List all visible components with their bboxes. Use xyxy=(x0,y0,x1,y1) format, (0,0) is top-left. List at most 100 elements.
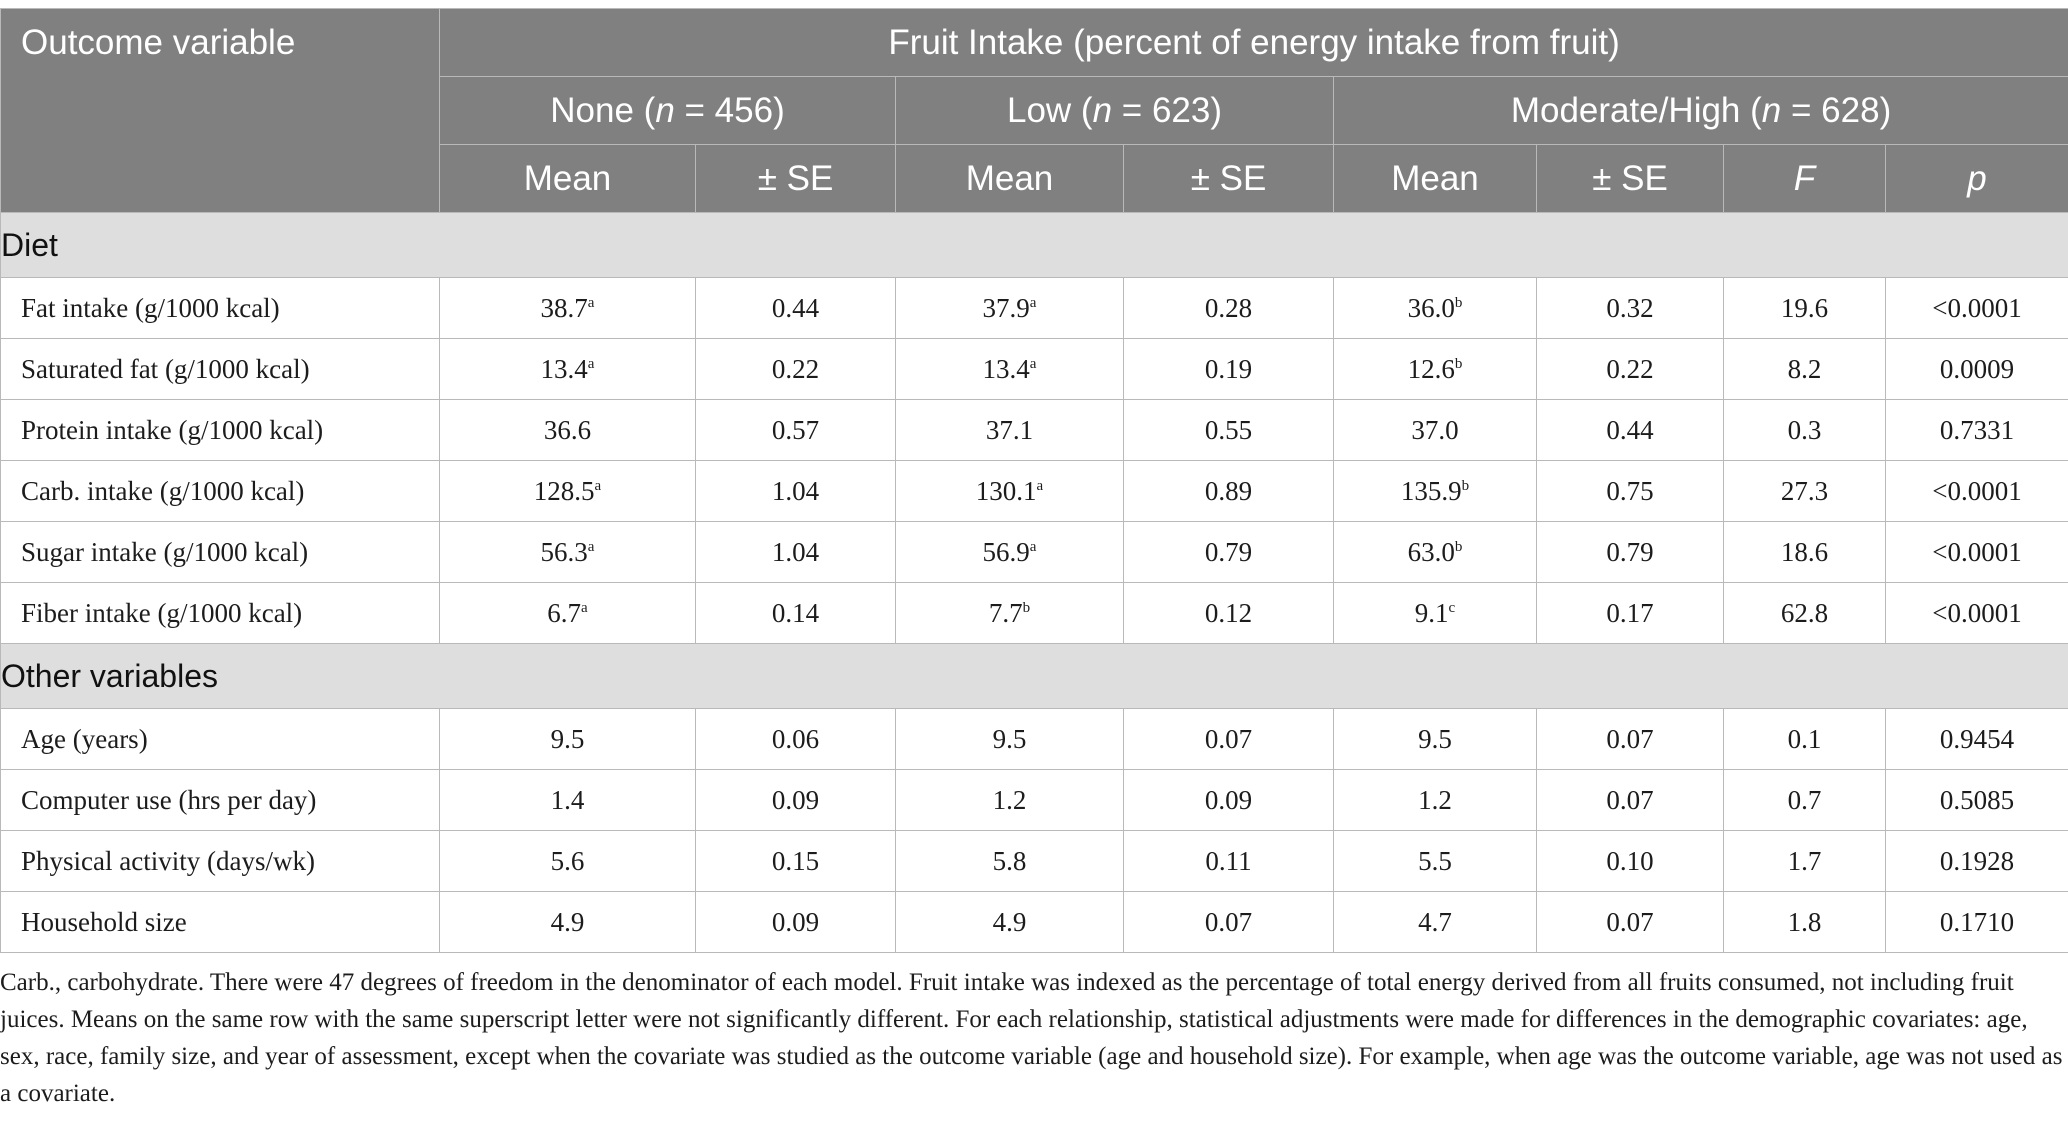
low-se-cell: 0.07 xyxy=(1123,708,1334,770)
f-statistic-cell: 18.6 xyxy=(1723,521,1886,583)
mean-value: 56.9 xyxy=(982,536,1030,567)
none-se-cell: 0.22 xyxy=(695,338,896,400)
p-value-cell: <0.0001 xyxy=(1884,277,2068,339)
mean-value: 37.9 xyxy=(982,292,1030,323)
none-se-cell: 0.15 xyxy=(695,830,896,892)
significance-superscript: a xyxy=(587,538,595,555)
table-footnote: Carb., carbohydrate. There were 47 degre… xyxy=(0,969,2063,1107)
moderate-high-mean-cell: 135.9b xyxy=(1333,460,1537,522)
mean-value: 130.1 xyxy=(975,475,1037,506)
moderate-high-se-cell: 0.44 xyxy=(1536,399,1724,461)
low-mean-cell: 5.8 xyxy=(895,830,1124,892)
significance-superscript: a xyxy=(1036,477,1044,494)
mean-value: 36.6 xyxy=(543,414,592,445)
none-mean-cell: 56.3a xyxy=(439,521,696,583)
low-se-cell: 0.11 xyxy=(1123,830,1334,892)
col-header-se: ± SE xyxy=(1536,144,1724,213)
p-value-cell: 0.1710 xyxy=(1884,891,2068,953)
col-header-se: ± SE xyxy=(695,144,896,213)
mean-value: 5.8 xyxy=(992,845,1027,876)
f-statistic-cell: 19.6 xyxy=(1723,277,1886,339)
low-se-cell: 0.89 xyxy=(1123,460,1334,522)
mean-value: 63.0 xyxy=(1407,536,1455,567)
mean-value: 12.6 xyxy=(1407,353,1455,384)
mean-value: 128.5 xyxy=(533,475,595,506)
p-value-cell: 0.5085 xyxy=(1884,769,2068,831)
row-label: Carb. intake (g/1000 kcal) xyxy=(0,460,440,522)
fruit-intake-group-header: Fruit Intake (percent of energy intake f… xyxy=(438,8,2068,77)
low-mean-cell: 37.1 xyxy=(895,399,1124,461)
moderate-high-mean-cell: 4.7 xyxy=(1333,891,1537,953)
low-se-cell: 0.19 xyxy=(1123,338,1334,400)
low-se-cell: 0.28 xyxy=(1123,277,1334,339)
moderate-high-mean-cell: 63.0b xyxy=(1333,521,1537,583)
moderate-high-se-cell: 0.75 xyxy=(1536,460,1724,522)
low-se-cell: 0.09 xyxy=(1123,769,1334,831)
significance-superscript: a xyxy=(587,294,595,311)
col-header-mean: Mean xyxy=(439,144,696,213)
moderate-high-se-cell: 0.32 xyxy=(1536,277,1724,339)
p-value-cell: <0.0001 xyxy=(1884,582,2068,644)
low-mean-cell: 4.9 xyxy=(895,891,1124,953)
mean-value: 9.1 xyxy=(1414,597,1449,628)
f-statistic-cell: 0.3 xyxy=(1723,399,1886,461)
group-header-moderate-high: Moderate/High (n = 628) xyxy=(1332,76,2068,145)
table-body: Diet Fat intake (g/1000 kcal) 38.7a 0.44 37.… xyxy=(0,212,2068,953)
significance-superscript: a xyxy=(1029,538,1037,555)
low-mean-cell: 7.7b xyxy=(895,582,1124,644)
mean-value: 5.6 xyxy=(550,845,585,876)
none-se-cell: 0.44 xyxy=(695,277,896,339)
moderate-high-se-cell: 0.17 xyxy=(1536,582,1724,644)
f-statistic-cell: 8.2 xyxy=(1723,338,1886,400)
row-label: Household size xyxy=(0,891,440,953)
row-label: Computer use (hrs per day) xyxy=(0,769,440,831)
row-label: Fiber intake (g/1000 kcal) xyxy=(0,582,440,644)
mean-value: 1.2 xyxy=(1418,784,1452,815)
mean-value: 9.5 xyxy=(550,723,585,754)
mean-value: 135.9 xyxy=(1400,475,1462,506)
p-value-cell: <0.0001 xyxy=(1884,460,2068,522)
table-row: Age (years) 9.5 0.06 9.5 0.07 9.5 0.07 0.1 0.945… xyxy=(0,708,2068,770)
table-row: Carb. intake (g/1000 kcal) 128.5 a 1.04 130.… xyxy=(0,460,2068,522)
none-se-cell: 1.04 xyxy=(695,460,896,522)
col-header-mean: Mean xyxy=(1333,144,1537,213)
low-mean-cell: 37.9a xyxy=(895,277,1124,339)
table-row: Saturated fat (g/1000 kcal) 13.4a 0.22 13.4… xyxy=(0,338,2068,400)
section-title: Diet xyxy=(0,212,2068,278)
mean-value: 13.4 xyxy=(540,353,588,384)
p-value-cell: 0.1928 xyxy=(1884,830,2068,892)
p-value-cell: <0.0001 xyxy=(1884,521,2068,583)
f-statistic-cell: 0.1 xyxy=(1723,708,1886,770)
moderate-high-mean-cell: 5.5 xyxy=(1333,830,1537,892)
moderate-high-mean-cell: 36.0b xyxy=(1333,277,1537,339)
table-row: Sugar intake (g/1000 kcal) 56.3a 1.04 56.9a… xyxy=(0,521,2068,583)
moderate-high-mean-cell: 12.6b xyxy=(1333,338,1537,400)
none-mean-cell: 13.4a xyxy=(439,338,696,400)
moderate-high-se-cell: 0.79 xyxy=(1536,521,1724,583)
none-mean-cell: 38.7a xyxy=(439,277,696,339)
mean-value: 6.7 xyxy=(547,597,582,628)
none-mean-cell: 9.5 xyxy=(439,708,696,770)
none-se-cell: 1.04 xyxy=(695,521,896,583)
mean-value: 36.0 xyxy=(1407,292,1455,323)
p-value-cell: 0.9454 xyxy=(1884,708,2068,770)
row-label: Protein intake (g/1000 kcal) xyxy=(0,399,440,461)
moderate-high-se-cell: 0.22 xyxy=(1536,338,1724,400)
none-mean-cell: 5.6 xyxy=(439,830,696,892)
mean-value: 38.7 xyxy=(540,292,588,323)
section-row: Diet xyxy=(0,212,2068,278)
moderate-high-mean-cell: 1.2 xyxy=(1333,769,1537,831)
low-se-cell: 0.07 xyxy=(1123,891,1334,953)
moderate-high-se-cell: 0.07 xyxy=(1536,769,1724,831)
col-header-f: F xyxy=(1723,144,1886,213)
mean-value: 4.7 xyxy=(1418,906,1452,937)
col-header-p: p xyxy=(1884,144,2068,213)
significance-superscript: c xyxy=(1448,599,1456,616)
mean-value: 37.1 xyxy=(985,414,1034,445)
table-row: Physical activity (days/wk) 5.6 0.15 5.8 0.1… xyxy=(0,830,2068,892)
significance-superscript: b xyxy=(1454,294,1463,311)
f-statistic-cell: 0.7 xyxy=(1723,769,1886,831)
section-row: Other variables xyxy=(0,643,2068,709)
header-row-3: Mean ± SE Mean ± SE Mean ± SE F p xyxy=(1,144,2068,213)
moderate-high-mean-cell: 37.0 xyxy=(1333,399,1537,461)
